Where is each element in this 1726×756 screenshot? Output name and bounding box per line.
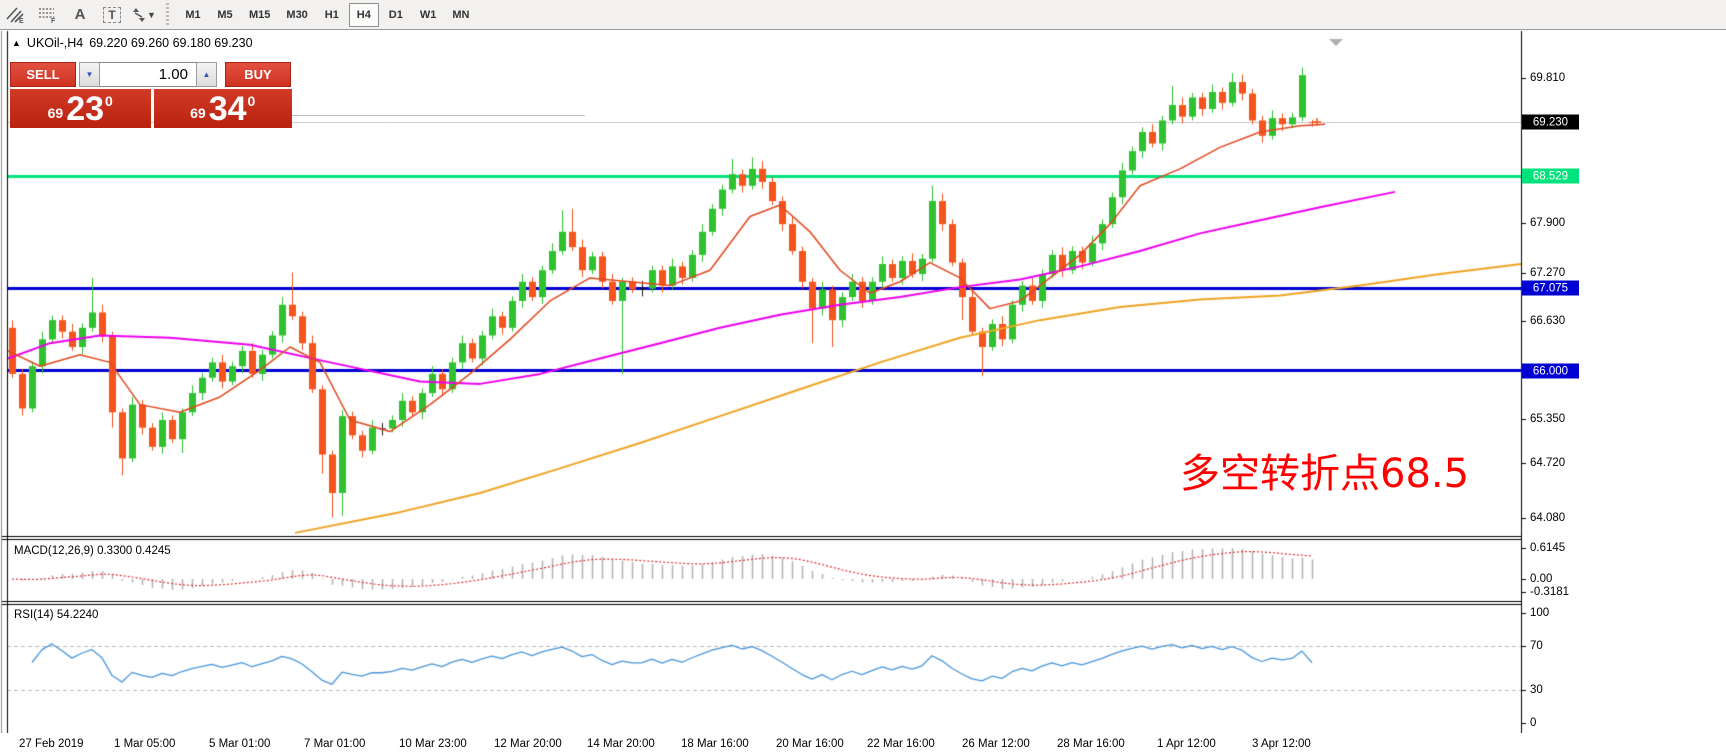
arrows-icon[interactable]: ▼ (130, 2, 158, 28)
svg-text:E: E (19, 18, 24, 24)
buy-price-prefix: 69 (190, 105, 206, 121)
time-axis-label: 10 Mar 23:00 (399, 738, 467, 750)
quote-panel-divider (292, 115, 585, 116)
time-axis-label: 3 Apr 12:00 (1252, 738, 1311, 750)
price-tag: 68.529 (1522, 168, 1579, 184)
one-click-trading-widget: SELL ▼ ▲ BUY 69 23 0 69 34 0 (10, 62, 292, 128)
price-scale[interactable]: 69.810 67.900 67.270 66.630 65.350 64.720 64.0… (1522, 30, 1726, 733)
price-tag: 67.075 (1522, 280, 1579, 296)
buy-price-main: 34 (208, 89, 247, 128)
scale-tick-label: 0.6145 (1530, 542, 1566, 554)
buy-button[interactable]: BUY (225, 62, 291, 87)
text-icon[interactable]: A (74, 6, 86, 23)
time-axis-label: 12 Mar 20:00 (494, 738, 562, 750)
time-axis-label: 26 Mar 12:00 (962, 738, 1030, 750)
timeframe-button-d1[interactable]: D1 (388, 8, 403, 21)
scale-tick-label: 0 (1530, 717, 1537, 729)
fibonacci-icon[interactable]: F (34, 2, 62, 28)
time-axis-label: 5 Mar 01:00 (209, 738, 271, 750)
scale-tick-label: 30 (1530, 684, 1543, 696)
ohlc-values: 69.220 69.260 69.180 69.230 (89, 36, 253, 50)
price-tag: 69.230 (1522, 114, 1579, 130)
scale-tick-label: 64.720 (1530, 457, 1566, 469)
time-axis-label: 1 Apr 12:00 (1157, 738, 1216, 750)
timeframe-button-h4[interactable]: H4 (348, 2, 379, 27)
scale-tick-label: 64.080 (1530, 512, 1566, 524)
time-axis-label: 1 Mar 05:00 (114, 738, 176, 750)
equidistant-channel-icon[interactable]: E (2, 2, 30, 28)
timeframe-button-m1[interactable]: M1 (185, 8, 201, 21)
volume-increase-button[interactable]: ▲ (196, 62, 217, 87)
time-axis-label: 20 Mar 16:00 (776, 738, 844, 750)
scale-tick-label: 70 (1530, 640, 1543, 652)
timeframe-button-m30[interactable]: M30 (286, 8, 308, 21)
chart-canvas[interactable] (0, 30, 1726, 756)
rsi-label: RSI(14) 54.2240 (14, 609, 99, 621)
symbol-title: UKOil-,H4 (26, 36, 84, 50)
time-axis-label: 28 Mar 16:00 (1057, 738, 1125, 750)
scale-tick-label: 0.00 (1530, 573, 1553, 585)
sell-price-prefix: 69 (47, 105, 64, 121)
time-axis-label: 7 Mar 01:00 (304, 738, 366, 750)
macd-label: MACD(12,26,9) 0.3300 0.4245 (14, 545, 171, 557)
timeframe-button-m5[interactable]: M5 (217, 8, 233, 21)
scale-tick-label: 100 (1530, 607, 1550, 619)
volume-input[interactable] (100, 62, 196, 87)
sell-button[interactable]: SELL (10, 62, 76, 87)
time-axis-label: 27 Feb 2019 (19, 738, 84, 750)
time-axis-label: 14 Mar 20:00 (587, 738, 655, 750)
sell-price-main: 23 (66, 89, 105, 128)
sell-price-pip: 0 (105, 93, 113, 109)
time-axis[interactable]: 27 Feb 2019 1 Mar 05:00 5 Mar 01:00 7 Mar 0… (0, 733, 1726, 756)
toolbar: E F A T ▼ M1 M5 M15 M30 H1 H4 D1 W1 MN (0, 0, 1726, 30)
scale-tick-label: 69.810 (1530, 72, 1566, 84)
timeframe-bar: M1 M5 M15 M30 H1 H4 D1 W1 MN (177, 2, 477, 27)
timeframe-button-h1[interactable]: H1 (324, 8, 339, 21)
chart-header: ▲ UKOil-,H4 69.220 69.260 69.180 69.230 (12, 36, 253, 50)
time-axis-label: 18 Mar 16:00 (681, 738, 749, 750)
scale-tick-label: 66.630 (1530, 315, 1566, 327)
symbol-triangle-icon: ▲ (12, 38, 21, 48)
timeframe-button-mn[interactable]: MN (452, 8, 470, 21)
scale-tick-label: 67.270 (1530, 267, 1566, 279)
timeframe-button-m15[interactable]: M15 (249, 8, 271, 21)
scale-tick-label: 67.900 (1530, 217, 1566, 229)
dropdown-caret-icon: ▼ (147, 9, 156, 20)
timeframe-button-w1[interactable]: W1 (419, 8, 437, 21)
scale-tick-label: -0.3181 (1530, 586, 1570, 598)
time-axis-label: 22 Mar 16:00 (867, 738, 935, 750)
toolbar-separator (164, 2, 171, 27)
chart-text-annotation[interactable]: 多空转折点68.5 (1180, 451, 1470, 497)
sell-price-panel[interactable]: 69 23 0 (10, 89, 151, 128)
price-tag: 66.000 (1522, 363, 1579, 379)
scale-tick-label: 65.350 (1530, 413, 1566, 425)
text-label-icon[interactable]: T (98, 2, 126, 28)
svg-text:F: F (51, 18, 56, 24)
buy-price-panel[interactable]: 69 34 0 (153, 89, 292, 128)
volume-decrease-button[interactable]: ▼ (79, 62, 100, 87)
buy-price-pip: 0 (247, 93, 256, 109)
